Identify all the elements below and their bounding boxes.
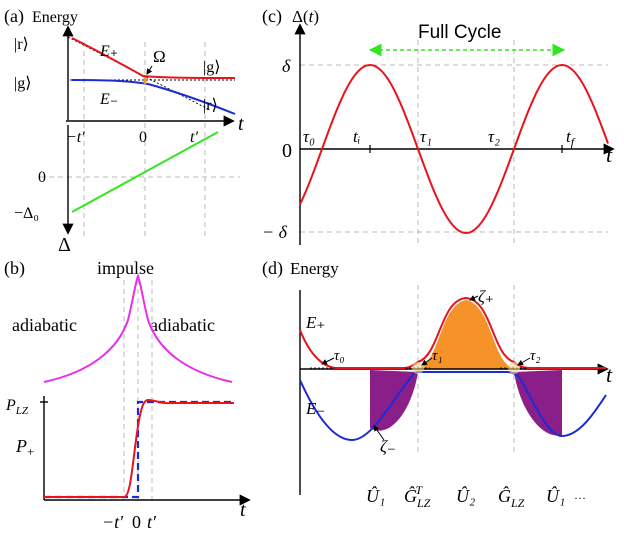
panel-d-operator-u1: Û₁ <box>366 485 385 506</box>
panel-d-zeta-plus-area <box>418 300 514 369</box>
panel-d-point-tau0: τ₀ <box>334 348 345 364</box>
panel-b-xlabel: t <box>240 499 246 521</box>
panel-c-point-ti: tᵢ <box>353 127 360 146</box>
panel-a-ylabel: Energy <box>32 9 78 26</box>
panel-a-level-g-right: |g⟩ <box>203 59 220 76</box>
panel-d-point-tau2: τ₂ <box>530 348 541 364</box>
panel-a-label-upper: E₊ <box>99 43 118 60</box>
panel-d-letter: (d) <box>262 258 283 279</box>
panel-a-gap-pointer <box>146 65 153 75</box>
panel-c-cycle-label: Full Cycle <box>418 22 501 43</box>
panel-d-tau1-pointer <box>421 357 433 366</box>
panel-a-label-lower: E₋ <box>99 91 118 108</box>
panel-d-xlabel: t <box>606 362 613 387</box>
panel-a-diabat-r <box>67 36 211 111</box>
panel-d-zeta-minus-pointer <box>373 425 385 441</box>
panel-d-zeta-minus-area-2 <box>514 370 562 436</box>
panel-a-curve-lower <box>71 79 236 115</box>
panel-a-label-gap: Ω <box>153 47 166 66</box>
panel-d-ylabel: Energy <box>290 259 339 278</box>
panel-c-ytick-pos: δ <box>282 56 291 76</box>
panel-a: (a) Energy |r⟩ |g⟩ |g⟩ |r⟩ E₊ E₋ Ω t −t′ <box>4 6 244 256</box>
panel-d-tau2-pointer <box>517 357 531 366</box>
panel-b-ytick-plz: PLZ <box>5 397 29 417</box>
panel-d-label-upper: E₊ <box>305 313 325 332</box>
panel-a-level-r-right: |r⟩ <box>203 97 218 114</box>
panel-a-ylabel-delta: Δ <box>58 234 71 256</box>
panel-a-tick-pos: t′ <box>190 129 198 146</box>
panel-c-point-tau1: τ₁ <box>420 127 432 146</box>
panel-d: (d) Energy E₊ E₋ ζ₊ ζ₋ τ₀ τ₁ τ <box>262 258 613 510</box>
panel-c-letter: (c) <box>262 6 282 27</box>
panel-b-tick-pos: t′ <box>147 512 157 532</box>
panel-d-zeta-plus-pointer <box>469 295 479 301</box>
panel-c-delta-curve <box>299 63 609 235</box>
panel-c-ylabel: Δ(t) <box>292 7 319 26</box>
panel-a-letter: (a) <box>4 6 24 27</box>
panel-a-ytick-neg: −Δ₀ <box>14 205 39 222</box>
panel-b: (b) impulse adiabatic adiabatic PLZ P+ t… <box>4 258 251 532</box>
panel-d-operator-ellipsis: ··· <box>574 491 586 505</box>
panel-c-point-tau0: τ₀ <box>303 127 315 146</box>
panel-d-operator-glz: ĜLZ <box>498 485 525 510</box>
panel-c-xlabel: t <box>606 142 613 167</box>
panel-a-tick-zero: 0 <box>139 129 147 146</box>
panel-a-level-g-left: |g⟩ <box>14 75 31 92</box>
panel-c-point-tf: tf <box>566 127 576 149</box>
panel-d-operator-u2: Û₂ <box>456 485 475 506</box>
panel-c-ytick-zero: 0 <box>282 140 292 162</box>
panel-c-point-tau2: τ₂ <box>488 127 500 146</box>
panel-c: (c) Δ(t) Full Cycle δ 0 − δ τ₀ tᵢ τ₁ τ₂ … <box>262 6 615 245</box>
panel-b-letter: (b) <box>4 258 25 279</box>
panel-d-crossing-tau1 <box>412 362 424 374</box>
panel-d-operator-u1-repeat: Û₁ <box>546 485 565 506</box>
panel-d-operator-glz-t: ĜLZT <box>404 483 431 510</box>
panel-c-ytick-neg: − δ <box>262 222 288 242</box>
panel-b-probability-curve <box>44 398 234 498</box>
panel-b-tick-zero: 0 <box>132 512 141 532</box>
panel-a-delta-line <box>71 131 219 213</box>
panel-d-label-lower: E₋ <box>305 399 325 418</box>
panel-a-curve-upper <box>71 37 236 79</box>
panel-b-tick-neg: −t′ <box>102 512 124 532</box>
panel-a-tick-neg: −t′ <box>66 129 85 146</box>
panel-a-ytick-zero: 0 <box>38 169 46 186</box>
panel-b-impulse-curve <box>43 273 233 383</box>
panel-a-xlabel: t <box>238 113 244 135</box>
panel-d-label-zeta-minus: ζ₋ <box>380 437 396 456</box>
panel-b-adiabatic-right: adiabatic <box>150 315 215 335</box>
panel-b-impulse-label: impulse <box>97 258 154 278</box>
panel-d-tau0-pointer <box>321 357 335 365</box>
panel-d-label-zeta-plus: ζ₊ <box>478 287 494 306</box>
panel-d-crossing-tau2 <box>508 362 520 374</box>
panel-a-level-r-left: |r⟩ <box>14 36 29 53</box>
panel-b-ylabel: P+ <box>15 436 34 459</box>
panel-b-adiabatic-left: adiabatic <box>12 315 77 335</box>
panel-d-point-tau1: τ₁ <box>432 348 443 364</box>
